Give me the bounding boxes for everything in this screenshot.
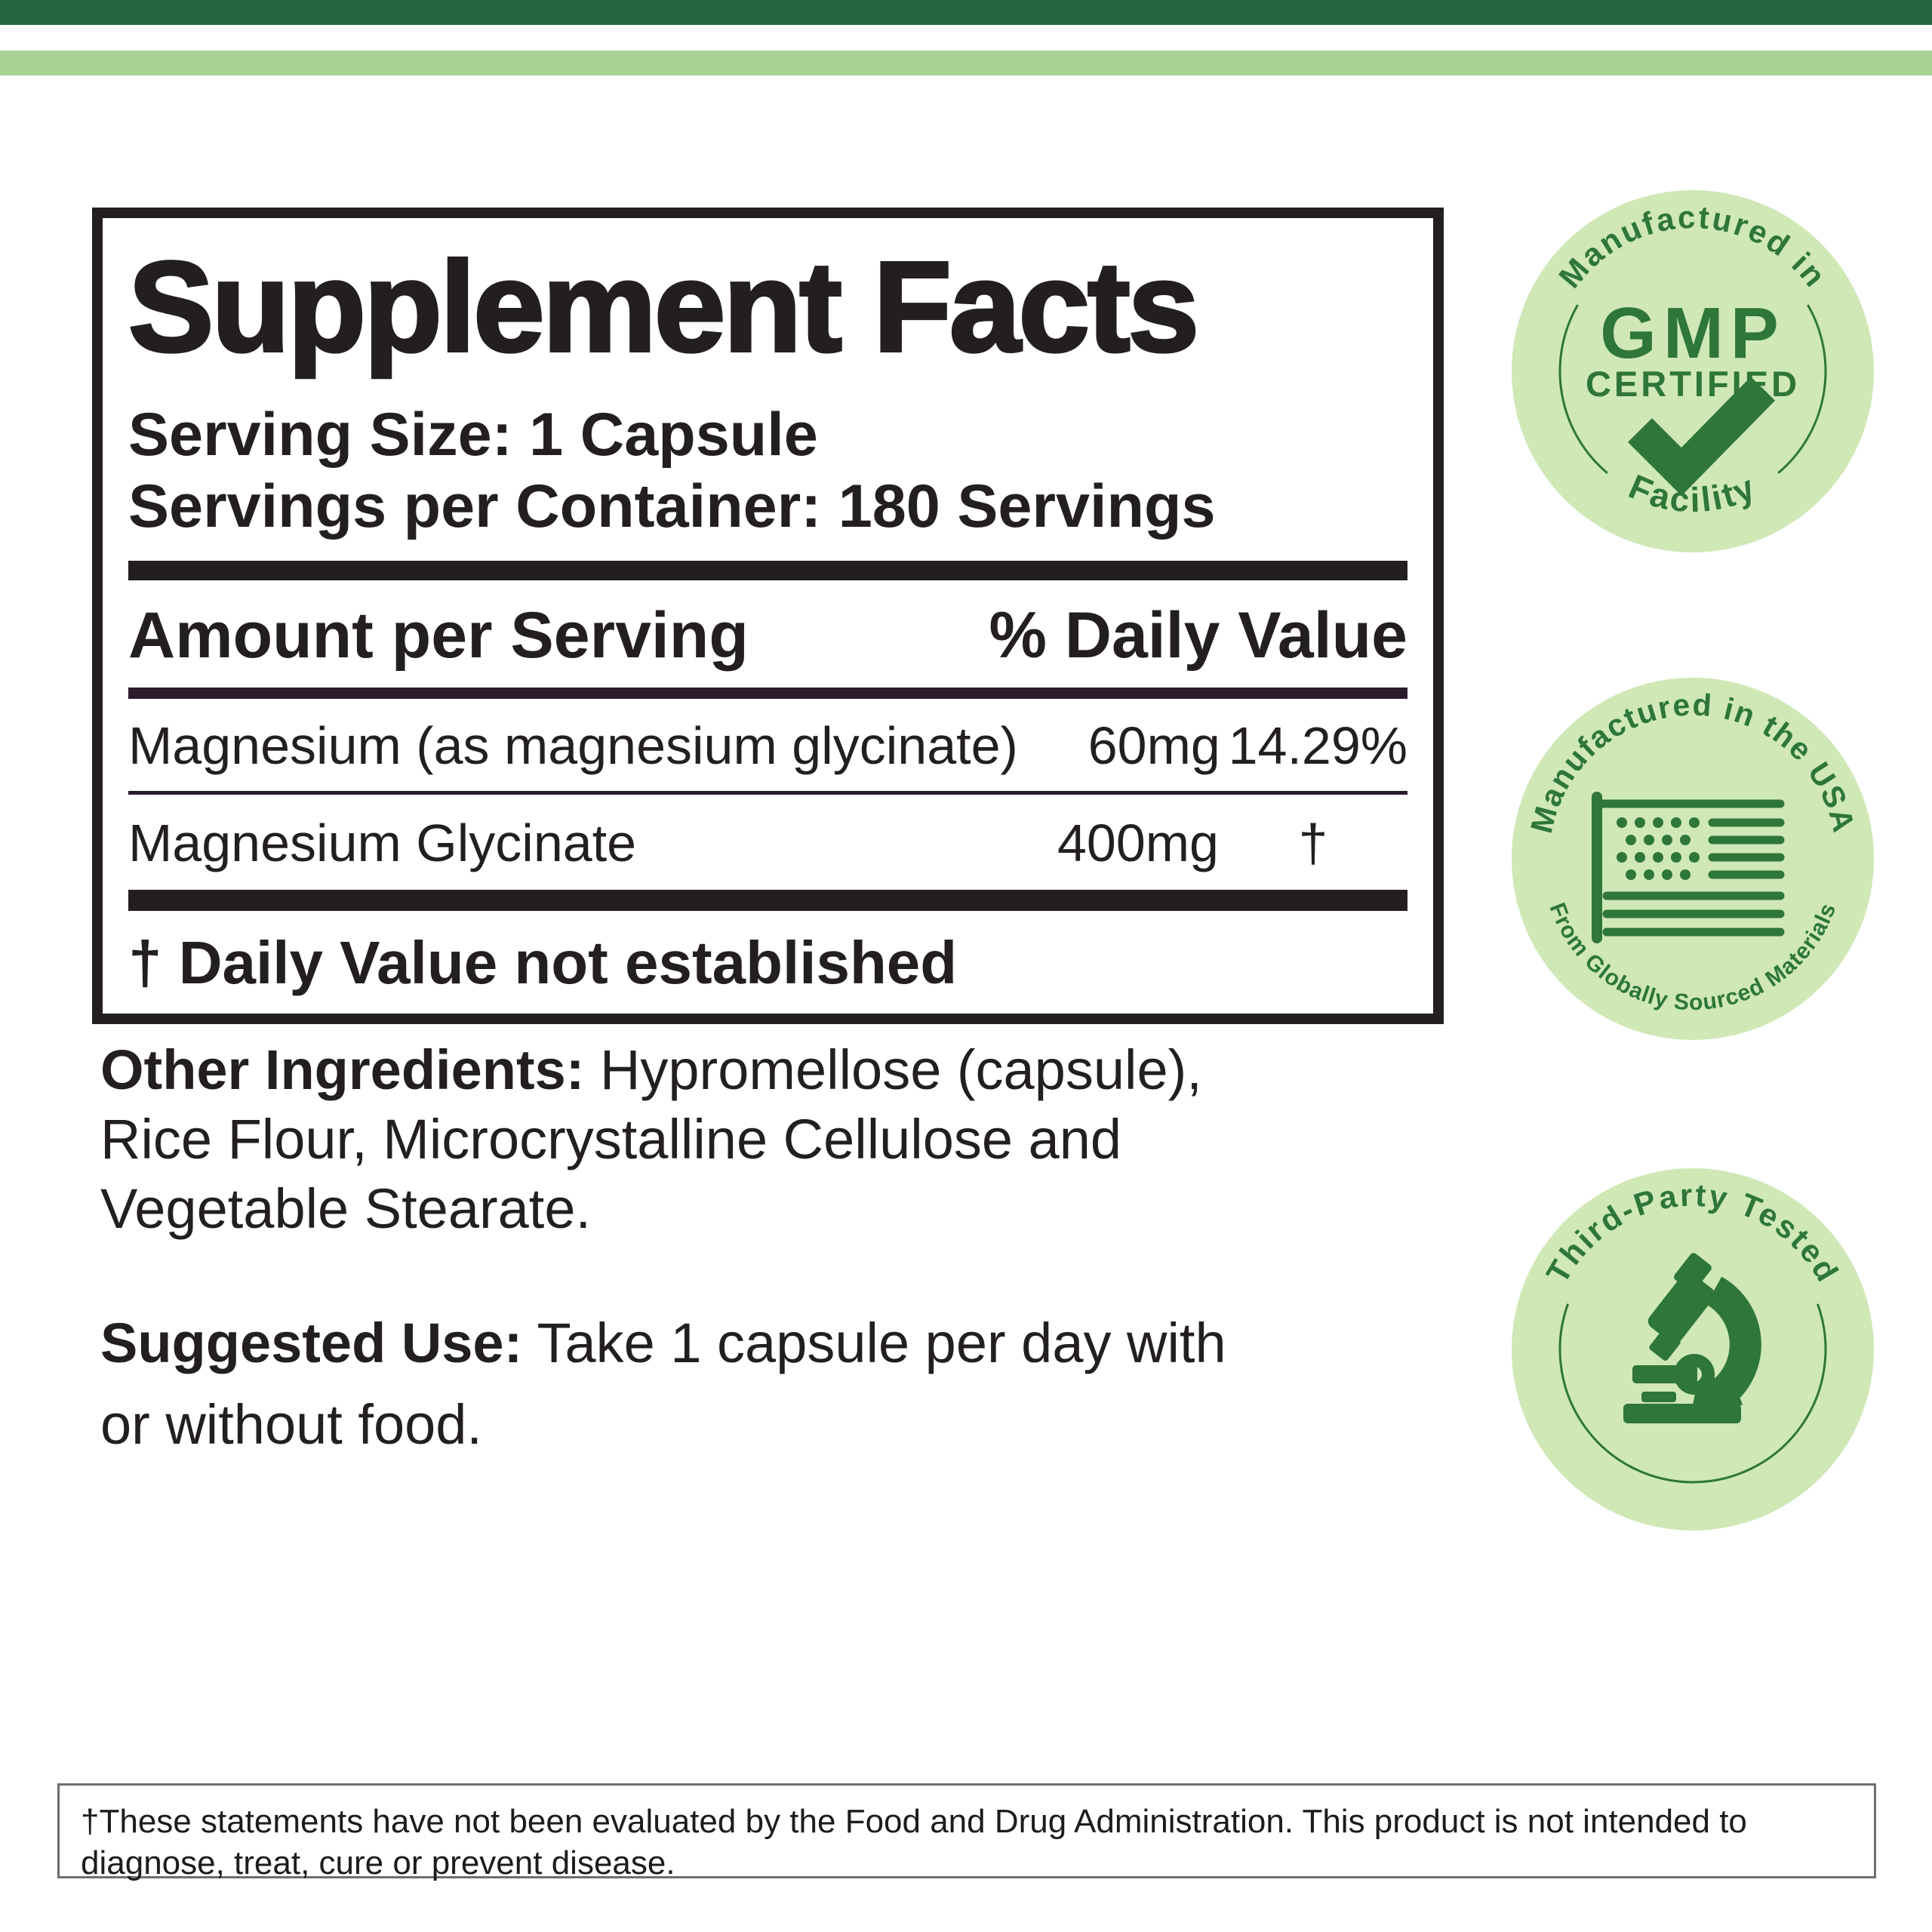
other-ingredients-label: Other Ingredients:: [100, 1038, 585, 1101]
daily-value-footnote: † Daily Value not established: [128, 929, 958, 996]
daily-value-header: % Daily Value: [989, 599, 1407, 672]
checkmark-icon: [1628, 377, 1776, 496]
servings-per-container-line: Servings per Container: 180 Servings: [128, 472, 1216, 540]
suggested-use-label: Suggested Use:: [100, 1312, 523, 1374]
serving-size-line: Serving Size: 1 Capsule: [128, 401, 818, 469]
badge-ring-arc-right: [1777, 304, 1827, 474]
divider-thick-top: [128, 561, 1407, 580]
other-ingredients-paragraph: Other Ingredients: Hypromellose (capsule…: [100, 1035, 1429, 1244]
disclaimer-line1: †These statements have not been evaluate…: [81, 1803, 1747, 1840]
table-row-magnesium-glycinate: Magnesium Glycinate 400mg †: [128, 811, 1407, 875]
supplement-facts-panel: Supplement Facts Serving Size: 1 Capsule…: [92, 208, 1444, 1024]
divider-under-header: [128, 688, 1407, 699]
badge-background-circle: [1512, 1168, 1874, 1531]
divider-thin: [128, 791, 1407, 795]
top-light-green-bar: [0, 51, 1932, 75]
ingredient-name: Magnesium Glycinate: [128, 814, 637, 872]
suggested-use-paragraph: Suggested Use: Take 1 capsule per day wi…: [100, 1309, 1429, 1460]
other-ingredients-line1: Other Ingredients: Hypromellose (capsule…: [100, 1038, 1202, 1101]
disclaimer-line2: diagnose, treat, cure or prevent disease…: [81, 1844, 675, 1881]
other-ingredients-line2: Rice Flour, Microcrystalline Cellulose a…: [100, 1108, 1122, 1171]
usa-flag-icon: [1592, 792, 1785, 943]
gmp-certified-badge: Manufactured in GMP CERTIFIED Facility: [1512, 190, 1874, 552]
other-ingredients-line1-rest: Hypromellose (capsule),: [584, 1038, 1202, 1101]
badge-ring-arc-left: [1558, 304, 1608, 474]
ingredient-name: Magnesium (as magnesium glycinate): [128, 716, 1018, 775]
amount-per-serving-header: Amount per Serving: [128, 599, 749, 672]
suggested-use-line1: Suggested Use: Take 1 capsule per day wi…: [100, 1312, 1226, 1374]
third-party-tested-badge: Third-Party Tested: [1512, 1168, 1874, 1531]
fda-disclaimer-box: †These statements have not been evaluate…: [57, 1783, 1876, 1881]
divider-thick-bottom: [128, 890, 1407, 911]
ingredient-amount: 400mg: [1057, 814, 1219, 872]
supplement-facts-title: Supplement Facts: [127, 235, 1201, 379]
top-dark-green-bar: [0, 0, 1932, 25]
ingredient-daily-value: †: [1298, 814, 1328, 872]
badge-ring-arc-bottom: [1558, 1303, 1827, 1484]
badge-background-circle: [1512, 190, 1874, 552]
facts-table-header: Amount per Serving % Daily Value: [128, 601, 1407, 669]
microscope-icon: [1623, 1253, 1761, 1423]
ingredient-daily-value: 14.29%: [1228, 716, 1407, 775]
suggested-use-line1-rest: Take 1 capsule per day with: [522, 1312, 1226, 1374]
made-in-usa-badge: Manufactured in the USA From Globally So…: [1512, 678, 1874, 1040]
table-row-magnesium: Magnesium (as magnesium glycinate) 60mg …: [128, 714, 1407, 777]
suggested-use-line2: or without food.: [100, 1393, 482, 1456]
other-ingredients-line3: Vegetable Stearate.: [100, 1177, 592, 1240]
gmp-text: GMP: [1600, 293, 1786, 374]
ingredient-amount: 60mg: [1088, 716, 1220, 775]
